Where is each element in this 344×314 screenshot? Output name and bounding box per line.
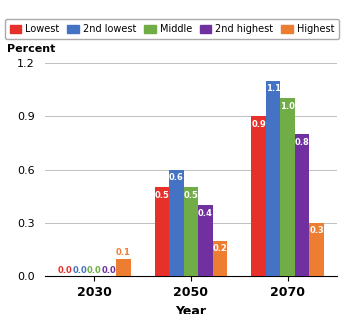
Bar [266, 81, 280, 276]
Text: 0.2: 0.2 [213, 244, 227, 253]
Bar [184, 187, 198, 276]
Bar [198, 205, 213, 276]
Bar [295, 134, 309, 276]
Bar [155, 187, 169, 276]
Bar [309, 223, 324, 276]
Text: 0.1: 0.1 [116, 248, 131, 257]
Text: 0.0: 0.0 [72, 266, 87, 274]
Text: 0.5: 0.5 [154, 191, 169, 200]
Text: 0.4: 0.4 [198, 209, 213, 218]
Text: 0.8: 0.8 [295, 138, 310, 147]
Text: 0.9: 0.9 [251, 120, 266, 129]
Bar [213, 241, 227, 276]
Text: 0.5: 0.5 [183, 191, 198, 200]
Text: 0.3: 0.3 [309, 226, 324, 236]
Bar [280, 98, 295, 276]
Bar [116, 258, 130, 276]
Text: 1.0: 1.0 [280, 102, 295, 111]
Text: 1.1: 1.1 [266, 84, 281, 93]
Bar [251, 116, 266, 276]
X-axis label: Year: Year [175, 305, 206, 314]
Text: Percent: Percent [7, 44, 55, 54]
Text: 0.0: 0.0 [101, 266, 116, 274]
Bar [169, 170, 184, 276]
Text: 0.6: 0.6 [169, 173, 184, 182]
Text: 0.0: 0.0 [58, 266, 73, 274]
Text: 0.0: 0.0 [87, 266, 101, 274]
Legend: Lowest, 2nd lowest, Middle, 2nd highest, Highest: Lowest, 2nd lowest, Middle, 2nd highest,… [5, 19, 339, 39]
